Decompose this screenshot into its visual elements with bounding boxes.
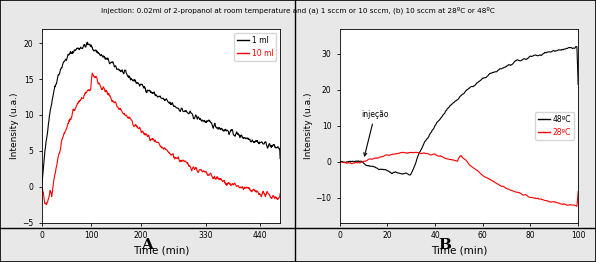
10 ml	[277, 192, 284, 195]
10 ml	[198, 169, 205, 172]
1 ml	[38, 184, 45, 187]
10 ml	[219, 179, 226, 182]
28ºC	[414, 151, 421, 154]
Text: B: B	[439, 238, 452, 252]
Legend: 48ºC, 28ºC: 48ºC, 28ºC	[535, 112, 575, 140]
48ºC	[510, 61, 517, 64]
X-axis label: Time (min): Time (min)	[133, 245, 189, 256]
Legend: 1 ml, 10 ml: 1 ml, 10 ml	[234, 33, 277, 61]
Line: 28ºC: 28ºC	[340, 152, 578, 206]
48ºC	[336, 160, 343, 163]
48ºC	[572, 45, 579, 48]
48ºC	[365, 164, 372, 167]
1 ml	[218, 127, 225, 130]
X-axis label: Time (min): Time (min)	[431, 245, 487, 256]
10 ml	[89, 72, 96, 75]
Y-axis label: Intensity (u.a.): Intensity (u.a.)	[10, 92, 19, 159]
1 ml	[277, 157, 284, 160]
28ºC	[575, 190, 582, 193]
28ºC	[412, 151, 420, 154]
Text: injeção: injeção	[361, 110, 389, 156]
Text: Injection: 0.02ml of 2-propanol at room temperature and (a) 1 sccm or 10 sccm, (: Injection: 0.02ml of 2-propanol at room …	[101, 7, 495, 14]
1 ml	[80, 43, 88, 46]
28ºC	[509, 189, 516, 192]
28ºC	[431, 152, 438, 156]
48ºC	[431, 124, 438, 128]
1 ml	[100, 54, 107, 57]
48ºC	[406, 173, 413, 177]
Y-axis label: Intensity (u.a.): Intensity (u.a.)	[303, 92, 313, 159]
1 ml	[179, 109, 186, 112]
10 ml	[43, 203, 50, 206]
28ºC	[365, 158, 372, 161]
10 ml	[179, 158, 187, 161]
28ºC	[336, 160, 343, 163]
28ºC	[487, 178, 494, 181]
48ºC	[509, 63, 516, 66]
28ºC	[510, 190, 517, 193]
1 ml	[84, 41, 91, 44]
48ºC	[575, 83, 582, 86]
Line: 10 ml: 10 ml	[42, 73, 280, 205]
10 ml	[147, 139, 154, 142]
10 ml	[38, 186, 45, 189]
48ºC	[487, 72, 494, 75]
Text: A: A	[141, 238, 153, 252]
1 ml	[147, 89, 154, 92]
1 ml	[198, 119, 205, 122]
48ºC	[414, 154, 421, 157]
Line: 48ºC: 48ºC	[340, 47, 578, 175]
10 ml	[100, 86, 107, 89]
Line: 1 ml: 1 ml	[42, 42, 280, 185]
28ºC	[573, 205, 581, 208]
10 ml	[80, 94, 88, 97]
